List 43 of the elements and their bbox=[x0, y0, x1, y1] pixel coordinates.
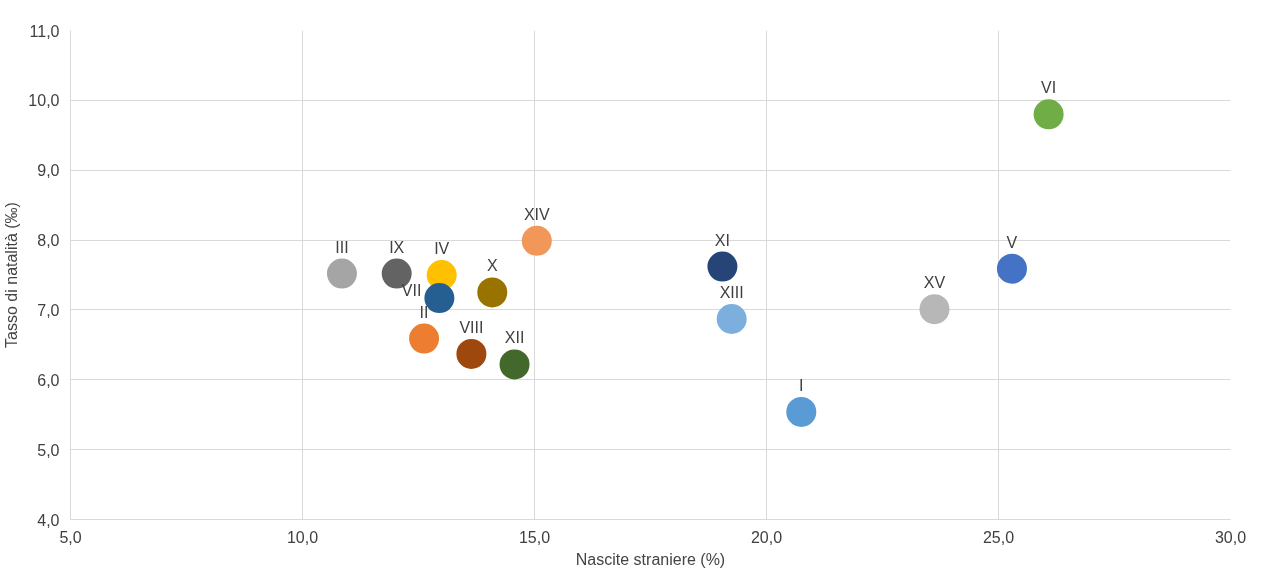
x-tick-label: 25,0 bbox=[982, 528, 1015, 546]
x-axis-title: Nascite straniere (%) bbox=[575, 550, 726, 568]
y-axis-title: Tasso di natalità (‰) bbox=[3, 202, 21, 348]
series-label: VIII bbox=[459, 318, 484, 336]
x-tick-label: 30,0 bbox=[1214, 528, 1247, 546]
point bbox=[996, 253, 1027, 284]
y-tick-label: 11,0 bbox=[29, 22, 60, 40]
point bbox=[1033, 99, 1064, 130]
series-label: X bbox=[486, 257, 498, 275]
series-label: III bbox=[335, 238, 349, 256]
series-label: XI bbox=[714, 231, 730, 249]
point bbox=[707, 251, 738, 282]
series-label: XV bbox=[923, 274, 946, 292]
point bbox=[477, 277, 508, 308]
series-label: VII bbox=[401, 281, 422, 299]
point bbox=[521, 225, 552, 256]
point bbox=[499, 349, 530, 380]
series-label: XIV bbox=[523, 205, 551, 223]
point bbox=[409, 323, 440, 354]
y-tick-label: 9,0 bbox=[37, 162, 60, 180]
point bbox=[716, 304, 747, 334]
point bbox=[326, 258, 357, 289]
x-tick-label: 5,0 bbox=[59, 528, 82, 546]
series-label: IV bbox=[434, 240, 450, 257]
series-label: XIII bbox=[719, 284, 744, 302]
y-tick-label: 8,0 bbox=[37, 232, 60, 250]
x-tick-label: 20,0 bbox=[750, 528, 783, 546]
x-tick-label: 15,0 bbox=[518, 528, 551, 546]
y-tick-label: 6,0 bbox=[37, 371, 60, 389]
series-label: V bbox=[1006, 233, 1018, 251]
point bbox=[786, 396, 817, 427]
point bbox=[456, 338, 487, 369]
series-label: VI bbox=[1041, 79, 1057, 97]
series-label: II bbox=[419, 303, 429, 321]
y-tick-label: 7,0 bbox=[37, 301, 60, 319]
series-label: IX bbox=[389, 238, 405, 256]
y-tick-label: 5,0 bbox=[37, 441, 60, 459]
y-tick-label: 4,0 bbox=[37, 511, 60, 529]
series-label: I bbox=[799, 376, 804, 394]
point bbox=[919, 294, 950, 325]
x-tick-label: 10,0 bbox=[286, 528, 319, 546]
y-tick-label: 10,0 bbox=[28, 92, 60, 110]
series-label: XII bbox=[504, 329, 525, 347]
